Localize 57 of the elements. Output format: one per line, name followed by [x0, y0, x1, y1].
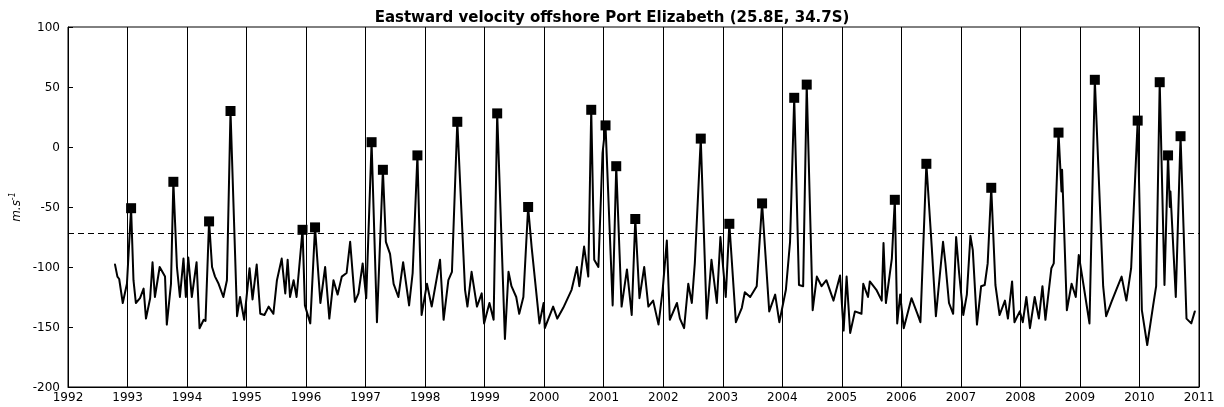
point	[1089, 74, 1100, 85]
point	[757, 198, 768, 209]
x-tick-label: 2004	[767, 390, 798, 404]
point	[310, 222, 321, 233]
point	[695, 133, 706, 144]
x-tick-label: 2008	[1005, 390, 1036, 404]
x-tick-label: 1994	[171, 390, 203, 404]
y-tick-label: 0	[52, 140, 60, 154]
x-tick-label: 2002	[647, 390, 679, 404]
point	[412, 150, 423, 161]
y-tick-label: 100	[37, 20, 60, 34]
point	[452, 116, 463, 127]
point	[1154, 77, 1165, 88]
point	[168, 176, 179, 187]
point	[126, 203, 137, 214]
point	[1163, 150, 1174, 161]
y-tick-label: -150	[32, 320, 60, 334]
point	[1132, 115, 1143, 126]
x-tick-label: 1995	[231, 390, 262, 404]
x-tick-label: 2005	[826, 390, 858, 404]
point	[789, 92, 800, 103]
point	[204, 216, 215, 227]
point	[630, 214, 641, 224]
point	[366, 137, 377, 148]
point	[724, 218, 735, 229]
x-tick-label: 2006	[886, 390, 917, 404]
point	[225, 106, 236, 116]
x-tick-label: 1993	[112, 390, 143, 404]
x-tick-label: 2010	[1124, 390, 1155, 404]
point	[889, 194, 900, 205]
point	[492, 108, 503, 119]
point	[611, 161, 622, 172]
point	[600, 120, 611, 131]
x-tick-label: 2011	[1183, 390, 1215, 404]
point	[377, 164, 388, 175]
y-tick-label: -50	[40, 200, 60, 214]
point	[297, 224, 308, 235]
x-tick-label: 2001	[588, 390, 620, 404]
point	[986, 182, 997, 193]
x-tick-label: 2009	[1064, 390, 1096, 404]
point	[586, 104, 597, 115]
x-tick-label: 1996	[290, 390, 322, 404]
point	[801, 79, 812, 90]
y-tick-label: 50	[44, 80, 60, 94]
x-tick-label: 2007	[945, 390, 977, 404]
y-tick-label: -100	[32, 260, 60, 274]
point	[1053, 127, 1064, 138]
x-tick-label: 2000	[528, 390, 560, 404]
x-tick-label: 1998	[409, 390, 441, 404]
point	[921, 158, 932, 169]
x-tick-label: 1999	[469, 390, 500, 404]
y-axis-title: m.s-1	[8, 192, 23, 222]
x-tick-label: 1997	[350, 390, 381, 404]
chart-title: Eastward velocity offshore Port Elizabeth (25.8E, 34.7S)	[374, 7, 850, 26]
point	[523, 202, 534, 212]
x-tick-label: 2003	[707, 390, 739, 404]
point	[1175, 131, 1186, 142]
